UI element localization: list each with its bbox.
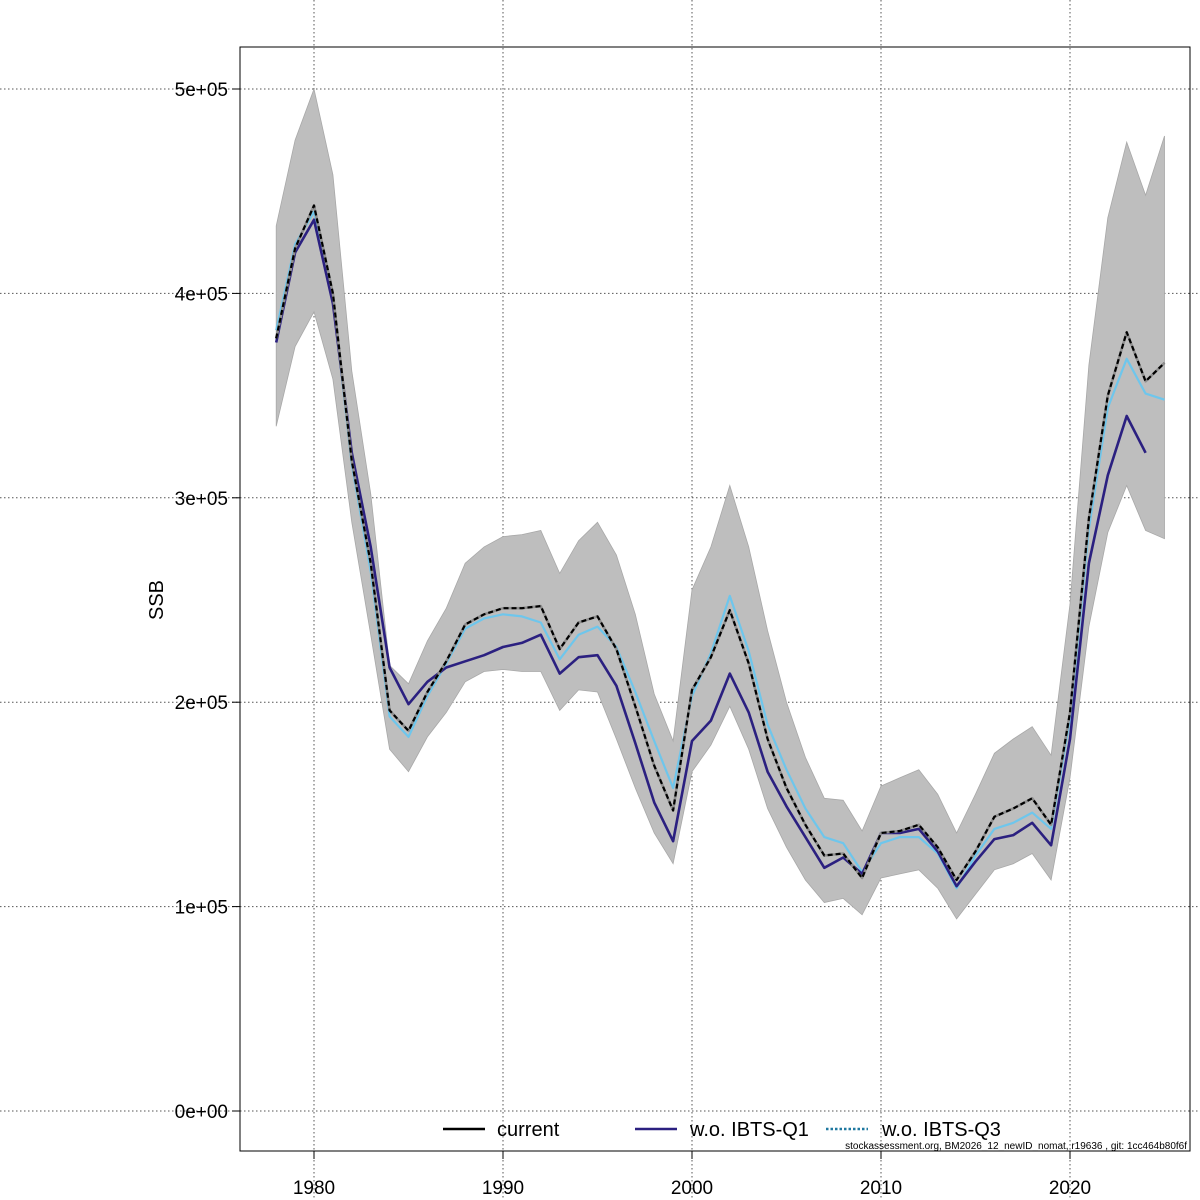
y-tick-label-2: 2e+05 <box>175 693 228 714</box>
legend-label-0: current <box>497 1119 560 1141</box>
confidence-band <box>275 87 1165 920</box>
confidence-band-layer <box>275 87 1165 920</box>
axis-layer: 0e+00 1e+05 2e+05 3e+05 4e+05 5e+05 1980 1990 20… <box>175 80 1092 1199</box>
legend: current w.o. IBTS-Q1 w.o. IBTS-Q3 <box>443 1119 1001 1141</box>
x-tick-label-4: 2020 <box>1049 1178 1091 1199</box>
series-line-current <box>275 204 1166 882</box>
y-tick-label-1: 1e+05 <box>175 898 228 919</box>
plot-frame <box>239 46 1191 1152</box>
footnote: stockassessment.org, BM2026_12_newID_nom… <box>845 1141 1187 1152</box>
x-tick-label-0: 1980 <box>293 1178 335 1199</box>
x-tick-label-2: 2000 <box>671 1178 713 1199</box>
series-line-wo-ibts-q1 <box>274 218 1147 888</box>
y-axis-title: SSB <box>146 580 168 620</box>
series-line-wo-ibts-q3 <box>275 210 1165 890</box>
y-tick-label-3: 3e+05 <box>175 489 228 510</box>
x-tick-label-1: 1990 <box>482 1178 524 1199</box>
y-tick-label-4: 4e+05 <box>175 284 228 305</box>
y-tick-label-0: 0e+00 <box>175 1102 228 1123</box>
legend-label-1: w.o. IBTS-Q1 <box>689 1119 809 1141</box>
x-tick-label-3: 2010 <box>860 1178 902 1199</box>
legend-label-2: w.o. IBTS-Q3 <box>881 1119 1001 1141</box>
series-layer <box>274 204 1166 890</box>
y-tick-label-5: 5e+05 <box>175 80 228 101</box>
